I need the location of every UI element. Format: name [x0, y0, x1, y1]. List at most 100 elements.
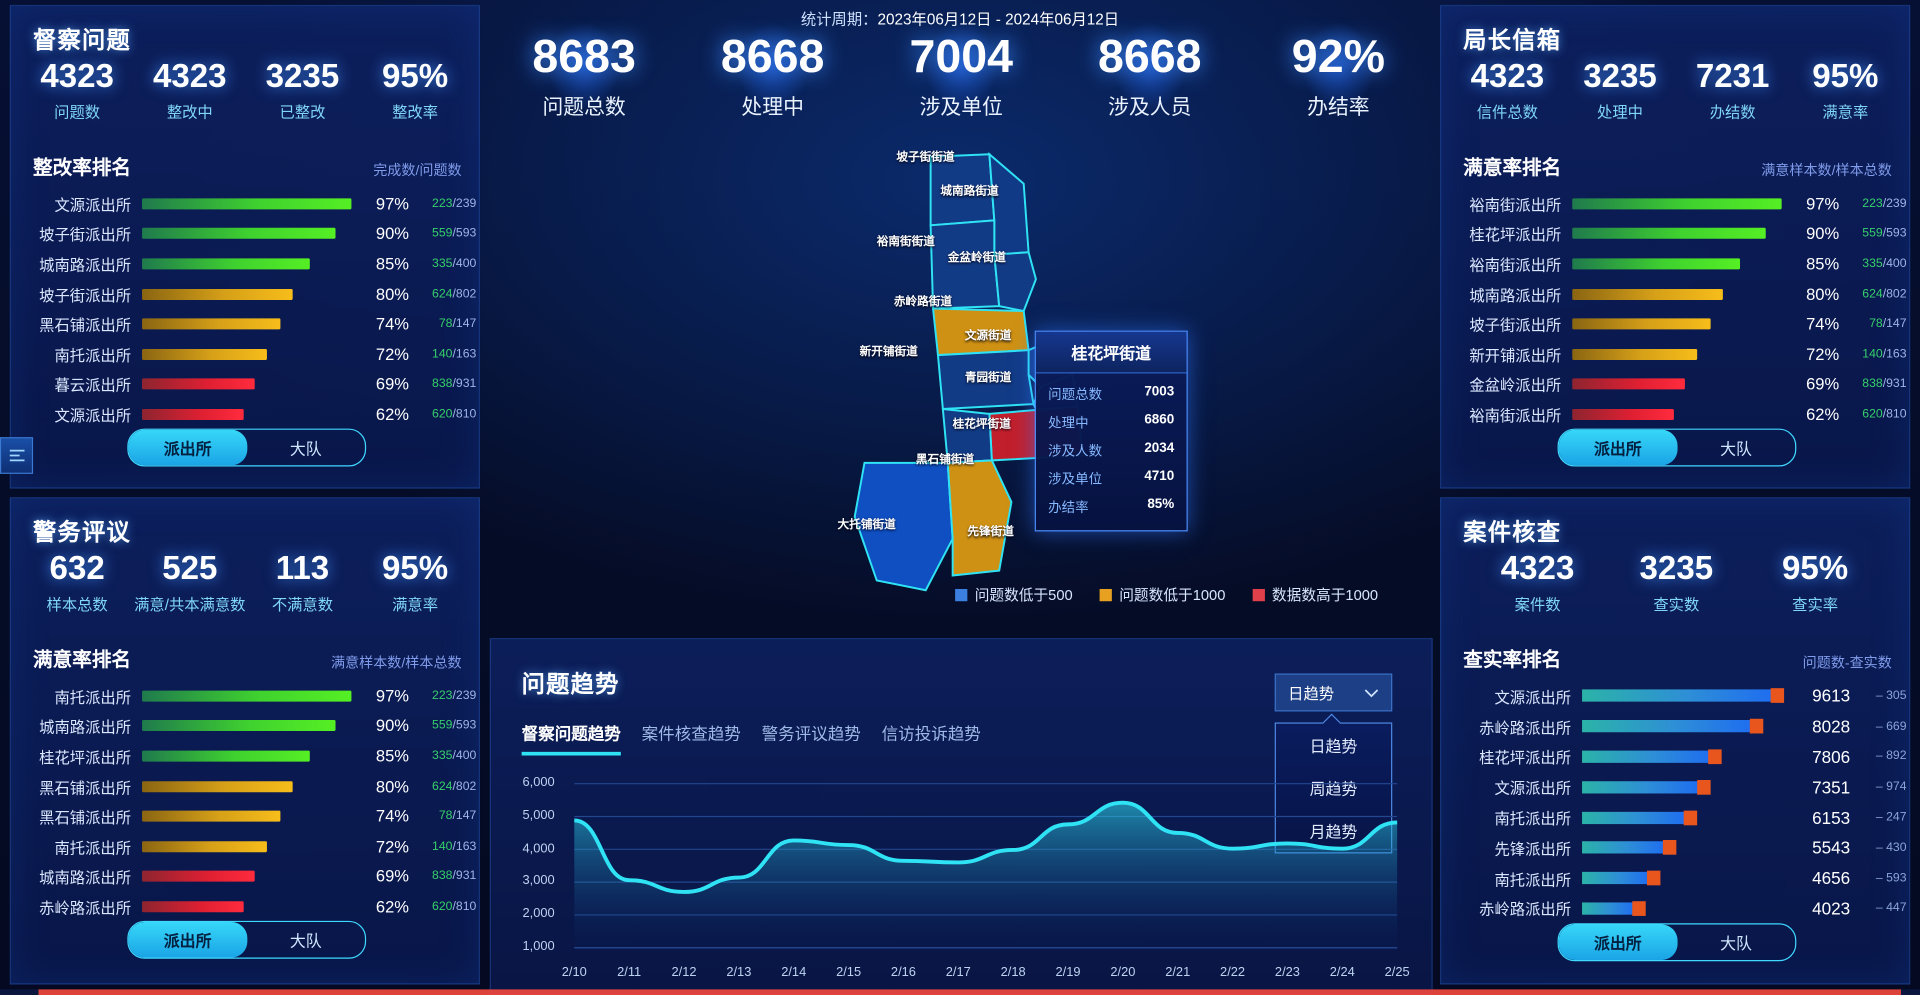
mailbox-row: 新开铺派出所 72% 140/163 [1453, 339, 1906, 369]
supervision-row-percent: 72% [375, 345, 409, 364]
mailbox-toggle[interactable]: 派出所 大队 [1557, 428, 1797, 467]
trend-tab[interactable]: 警务评议趋势 [761, 724, 861, 744]
panel-trend: 问题趋势 督察问题趋势 案件核查趋势 警务评议趋势 信访投诉趋势 日趋势 日趋势 周趋势… [489, 637, 1433, 995]
mailbox-kpi-2: 7231 办结数 [1676, 58, 1789, 123]
supervision-rank-title: 整改率排名 [33, 157, 132, 179]
sidebar-collapse-button[interactable] [0, 437, 34, 474]
trend-tab[interactable]: 督察问题趋势 [521, 720, 621, 756]
case-check-row-bar [1582, 780, 1699, 794]
chart-x-tick: 2/19 [1055, 964, 1081, 980]
case-check-row-sub: – 305 [1875, 689, 1907, 703]
header-kpi-label: 涉及人员 [1108, 95, 1192, 119]
trend-dropdown-option[interactable]: 月趋势 [1309, 822, 1358, 842]
case-check-row-marker [1632, 901, 1646, 916]
case-check-kpi-value: 4323 [1500, 549, 1575, 587]
trend-tab[interactable]: 案件核查趋势 [641, 724, 741, 744]
mailbox-toggle-right[interactable]: 大队 [1720, 439, 1752, 458]
supervision-kpi-3: 95% 整改率 [359, 58, 472, 123]
header-kpi-value: 8668 [720, 31, 825, 84]
supervision-row: 文源派出所 97% 223/239 [23, 189, 476, 219]
case-check-row-sub: – 892 [1875, 749, 1907, 764]
map-tooltip-row-value: 6860 [1144, 412, 1175, 427]
supervision-toggle[interactable]: 派出所 大队 [127, 428, 367, 467]
police-review-row: 赤岭路派出所 62% 620/810 [23, 892, 476, 922]
case-check-toggle[interactable]: 派出所 大队 [1557, 923, 1797, 962]
mailbox-row-bar [1572, 228, 1767, 240]
mailbox-row-percent: 69% [1806, 375, 1840, 394]
trend-dropdown-button[interactable]: 日趋势 [1274, 673, 1393, 712]
case-check-rank-header: 查实率排名 问题数-查实数 [1463, 643, 1892, 672]
supervision-row-name: 南托派出所 [54, 347, 132, 365]
chart-x-tick: 2/24 [1329, 964, 1355, 980]
case-check-row-track [1582, 870, 1789, 886]
case-check-row-marker [1647, 870, 1661, 886]
police-review-row-bar [142, 871, 255, 883]
police-review-toggle-left[interactable]: 派出所 [128, 922, 247, 958]
map-legend: 问题数低于500 问题数低于1000 数据数高于1000 [955, 584, 1378, 605]
mailbox-row-name: 金盆岭派出所 [1469, 377, 1562, 395]
trend-dropdown-option[interactable]: 日趋势 [1309, 737, 1358, 756]
map-legend-label: 问题数低于1000 [1119, 586, 1226, 604]
mailbox-row-fraction: 223/239 [1862, 196, 1907, 211]
trend-tab[interactable]: 信访投诉趋势 [881, 724, 981, 744]
chart-x-tick: 2/17 [945, 964, 971, 980]
mailbox-row-bar [1572, 348, 1698, 360]
menu-icon [9, 449, 24, 462]
trend-tabs[interactable]: 督察问题趋势 案件核查趋势 警务评议趋势 信访投诉趋势 [521, 720, 981, 756]
police-review-row: 南托派出所 97% 223/239 [23, 681, 476, 711]
map-tooltip-row-label: 涉及单位 [1048, 472, 1103, 487]
period-label: 统计周期： [800, 11, 878, 29]
police-review-row: 城南路派出所 69% 838/931 [23, 862, 476, 892]
supervision-row-track [142, 408, 358, 420]
police-review-row-track [142, 810, 358, 822]
case-check-row-value: 7351 [1812, 777, 1851, 797]
mailbox-row-percent: 97% [1806, 194, 1840, 213]
supervision-row-name: 城南路派出所 [39, 257, 132, 275]
case-check-row-value: 4023 [1812, 898, 1851, 919]
mailbox-toggle-left[interactable]: 派出所 [1558, 429, 1677, 466]
case-check-row: 赤岭路派出所 8028 – 669 [1453, 711, 1906, 741]
case-check-toggle-left[interactable]: 派出所 [1558, 924, 1677, 961]
case-check-row-name: 桂花坪派出所 [1479, 749, 1572, 768]
trend-dropdown-option[interactable]: 周趋势 [1309, 780, 1358, 799]
case-check-toggle-right[interactable]: 大队 [1720, 934, 1752, 953]
mailbox-rank-list: 裕南街派出所 97% 223/239 桂花坪派出所 90% 559/593 裕南… [1453, 189, 1906, 430]
case-check-row-bar [1582, 750, 1710, 763]
case-check-row-bar [1582, 720, 1752, 733]
case-check-row-name: 赤岭路派出所 [1479, 901, 1572, 919]
mailbox-row-track [1572, 408, 1788, 420]
header-kpi-value: 8668 [1098, 31, 1202, 84]
map-tooltip-row-value: 2034 [1144, 440, 1175, 455]
police-review-row-track [142, 840, 358, 852]
police-review-rank-title: 满意率排名 [33, 650, 132, 672]
supervision-row-bar [142, 408, 244, 420]
supervision-row: 南托派出所 72% 140/163 [23, 339, 476, 369]
case-check-row-value: 5543 [1812, 838, 1851, 858]
supervision-row: 坡子街派出所 80% 624/802 [23, 279, 476, 309]
supervision-toggle-left[interactable]: 派出所 [128, 429, 247, 466]
case-check-kpi-label: 案件数 [1514, 596, 1561, 614]
police-review-row-name: 黑石铺派出所 [39, 809, 132, 827]
case-check-row-track [1582, 749, 1789, 765]
supervision-row-percent: 90% [375, 224, 409, 243]
map-tooltip-row-label: 问题总数 [1048, 387, 1103, 403]
police-review-kpi-1: 525 满意/共本满意数 [133, 550, 246, 615]
mailbox-row-fraction: 335/400 [1862, 257, 1907, 271]
mailbox-row-name: 坡子街派出所 [1469, 317, 1562, 335]
police-review-kpi-3: 95% 满意率 [359, 550, 472, 615]
mailbox-kpi-value: 7231 [1695, 57, 1770, 95]
chart-x-tick: 2/20 [1110, 964, 1136, 980]
mailbox-row-percent: 72% [1806, 345, 1840, 364]
police-review-row-name: 南托派出所 [54, 839, 132, 857]
mailbox-kpi-0: 4323 信件总数 [1451, 58, 1564, 123]
police-review-toggle-right[interactable]: 大队 [289, 931, 322, 951]
mailbox-row-track [1572, 258, 1788, 270]
case-check-rank-list: 文源派出所 9613 – 305 赤岭路派出所 8028 – 669 桂花坪派出… [1453, 681, 1906, 924]
police-review-toggle[interactable]: 派出所 大队 [127, 920, 367, 959]
supervision-rank-header: 整改率排名 完成数/问题数 [33, 151, 462, 180]
chart-x-tick: 2/22 [1220, 964, 1246, 980]
police-review-row-track [142, 720, 358, 732]
police-review-kpi-value: 113 [275, 549, 330, 587]
supervision-toggle-right[interactable]: 大队 [289, 439, 322, 458]
mailbox-row-name: 裕南街派出所 [1469, 196, 1562, 215]
